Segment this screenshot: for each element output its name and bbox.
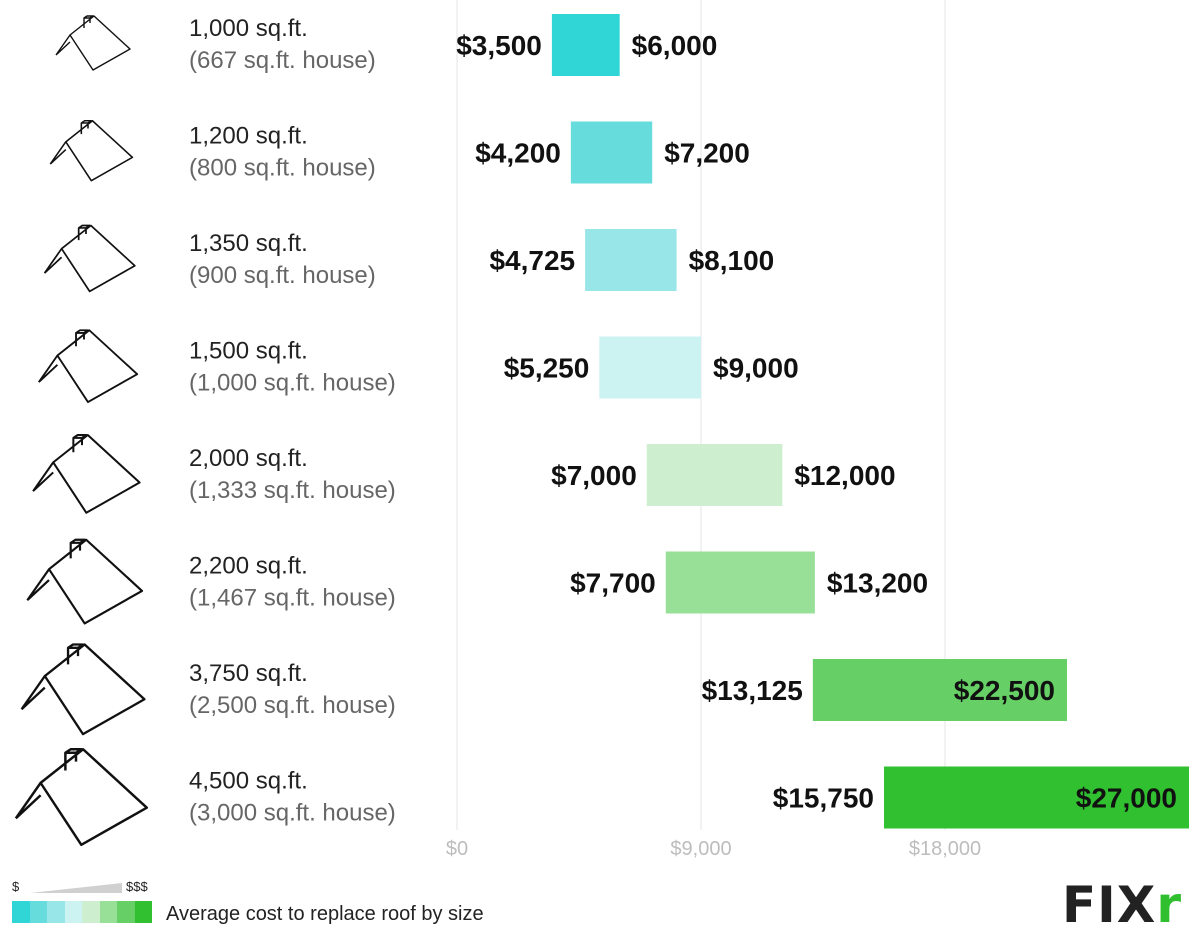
- roof-icon: [38, 329, 139, 404]
- legend-swatch: [134, 901, 152, 923]
- low-value-label: $4,725: [489, 245, 575, 276]
- cost-bar: [665, 551, 815, 614]
- cost-bar: [551, 14, 620, 76]
- roof-outline: [38, 329, 139, 404]
- high-value-label: $8,100: [689, 245, 775, 276]
- house-size-label: (1,000 sq.ft. house): [189, 370, 396, 397]
- low-value-label: $15,750: [773, 783, 874, 814]
- legend-swatch: [12, 901, 30, 923]
- legend-swatch: [64, 901, 82, 923]
- roof-icon: [55, 15, 131, 71]
- roof-outline: [26, 538, 144, 625]
- high-value-label: $9,000: [713, 353, 799, 384]
- high-value-label: $7,200: [664, 138, 750, 169]
- high-value-label: $13,200: [827, 568, 928, 599]
- cost-bar: [646, 444, 783, 506]
- logo-main: FIX: [1062, 876, 1157, 934]
- legend-swatch: [47, 901, 65, 923]
- cost-bar: [585, 229, 677, 291]
- cost-bar: [570, 121, 653, 184]
- legend-cost-ramp: [30, 883, 122, 893]
- roof-icon: [26, 538, 144, 625]
- roof-size-label: 2,000 sq.ft.: [189, 445, 308, 472]
- roof-icon: [43, 224, 136, 293]
- fixr-logo: FIXr: [1062, 880, 1182, 930]
- roof-size-label: 3,750 sq.ft.: [189, 660, 308, 687]
- roof-size-label: 1,500 sq.ft.: [189, 338, 308, 365]
- high-value-label: $27,000: [1076, 783, 1177, 814]
- x-tick-label: $18,000: [909, 838, 981, 860]
- legend-swatch: [117, 901, 135, 923]
- roof-outline: [20, 643, 146, 736]
- x-tick-label: $0: [446, 838, 468, 860]
- cost-bar: [599, 336, 701, 399]
- cost-bar: [884, 766, 1189, 829]
- house-size-label: (1,467 sq.ft. house): [189, 585, 396, 612]
- legend-swatch: [82, 901, 100, 923]
- roof-size-label: 2,200 sq.ft.: [189, 553, 308, 580]
- legend-swatch: [99, 901, 117, 923]
- house-size-label: (2,500 sq.ft. house): [189, 692, 396, 719]
- roof-outline: [32, 433, 141, 514]
- roof-cost-chart: $0 $9,000 $18,000 1,000 sq.ft. (667 sq.ft. h…: [14, 0, 1189, 860]
- roof-icon: [49, 119, 134, 182]
- legend-low-label: $: [12, 879, 20, 894]
- high-value-label: $6,000: [632, 30, 718, 61]
- high-value-label: $12,000: [794, 460, 895, 491]
- house-size-label: (900 sq.ft. house): [189, 262, 376, 289]
- legend-high-label: $$$: [126, 879, 148, 894]
- low-value-label: $4,200: [475, 138, 561, 169]
- house-size-label: (3,000 sq.ft. house): [189, 800, 396, 827]
- low-value-label: $5,250: [504, 353, 590, 384]
- legend-text: Average cost to replace roof by size: [166, 903, 484, 925]
- logo-accent: r: [1156, 876, 1182, 934]
- roof-icon: [14, 748, 149, 847]
- roof-icon: [32, 433, 141, 514]
- low-value-label: $7,700: [570, 568, 656, 599]
- house-size-label: (667 sq.ft. house): [189, 47, 376, 74]
- legend-swatches: [12, 901, 152, 923]
- house-size-label: (800 sq.ft. house): [189, 155, 376, 182]
- roof-outline: [55, 15, 131, 71]
- roof-size-label: 4,500 sq.ft.: [189, 768, 308, 795]
- roof-size-label: 1,350 sq.ft.: [189, 230, 308, 257]
- house-size-label: (1,333 sq.ft. house): [189, 477, 396, 504]
- roof-size-label: 1,000 sq.ft.: [189, 15, 308, 42]
- low-value-label: $7,000: [551, 460, 637, 491]
- roof-icon: [20, 643, 146, 736]
- legend-swatch: [29, 901, 47, 923]
- roof-size-label: 1,200 sq.ft.: [189, 123, 308, 150]
- roof-outline: [49, 119, 134, 182]
- cost-bar: [812, 659, 1067, 721]
- high-value-label: $22,500: [954, 675, 1055, 706]
- low-value-label: $13,125: [702, 675, 803, 706]
- x-tick-label: $9,000: [670, 838, 731, 860]
- roof-outline: [43, 224, 136, 293]
- low-value-label: $3,500: [456, 30, 542, 61]
- roof-outline: [14, 748, 149, 847]
